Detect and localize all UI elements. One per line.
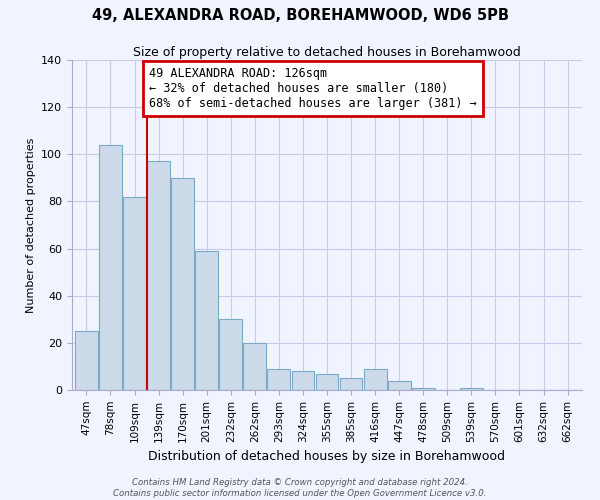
X-axis label: Distribution of detached houses by size in Borehamwood: Distribution of detached houses by size … xyxy=(149,450,505,463)
Bar xyxy=(123,196,146,390)
Bar xyxy=(147,162,170,390)
Bar xyxy=(460,388,483,390)
Text: 49 ALEXANDRA ROAD: 126sqm
← 32% of detached houses are smaller (180)
68% of semi: 49 ALEXANDRA ROAD: 126sqm ← 32% of detac… xyxy=(149,67,477,110)
Bar xyxy=(388,380,410,390)
Bar xyxy=(75,331,98,390)
Y-axis label: Number of detached properties: Number of detached properties xyxy=(26,138,35,312)
Text: Contains HM Land Registry data © Crown copyright and database right 2024.
Contai: Contains HM Land Registry data © Crown c… xyxy=(113,478,487,498)
Bar xyxy=(171,178,194,390)
Bar xyxy=(316,374,338,390)
Text: 49, ALEXANDRA ROAD, BOREHAMWOOD, WD6 5PB: 49, ALEXANDRA ROAD, BOREHAMWOOD, WD6 5PB xyxy=(91,8,509,22)
Bar xyxy=(99,145,122,390)
Bar xyxy=(292,371,314,390)
Bar xyxy=(412,388,434,390)
Bar xyxy=(268,369,290,390)
Bar xyxy=(364,369,386,390)
Bar xyxy=(244,343,266,390)
Bar xyxy=(340,378,362,390)
Title: Size of property relative to detached houses in Borehamwood: Size of property relative to detached ho… xyxy=(133,46,521,59)
Bar xyxy=(195,251,218,390)
Bar xyxy=(220,320,242,390)
